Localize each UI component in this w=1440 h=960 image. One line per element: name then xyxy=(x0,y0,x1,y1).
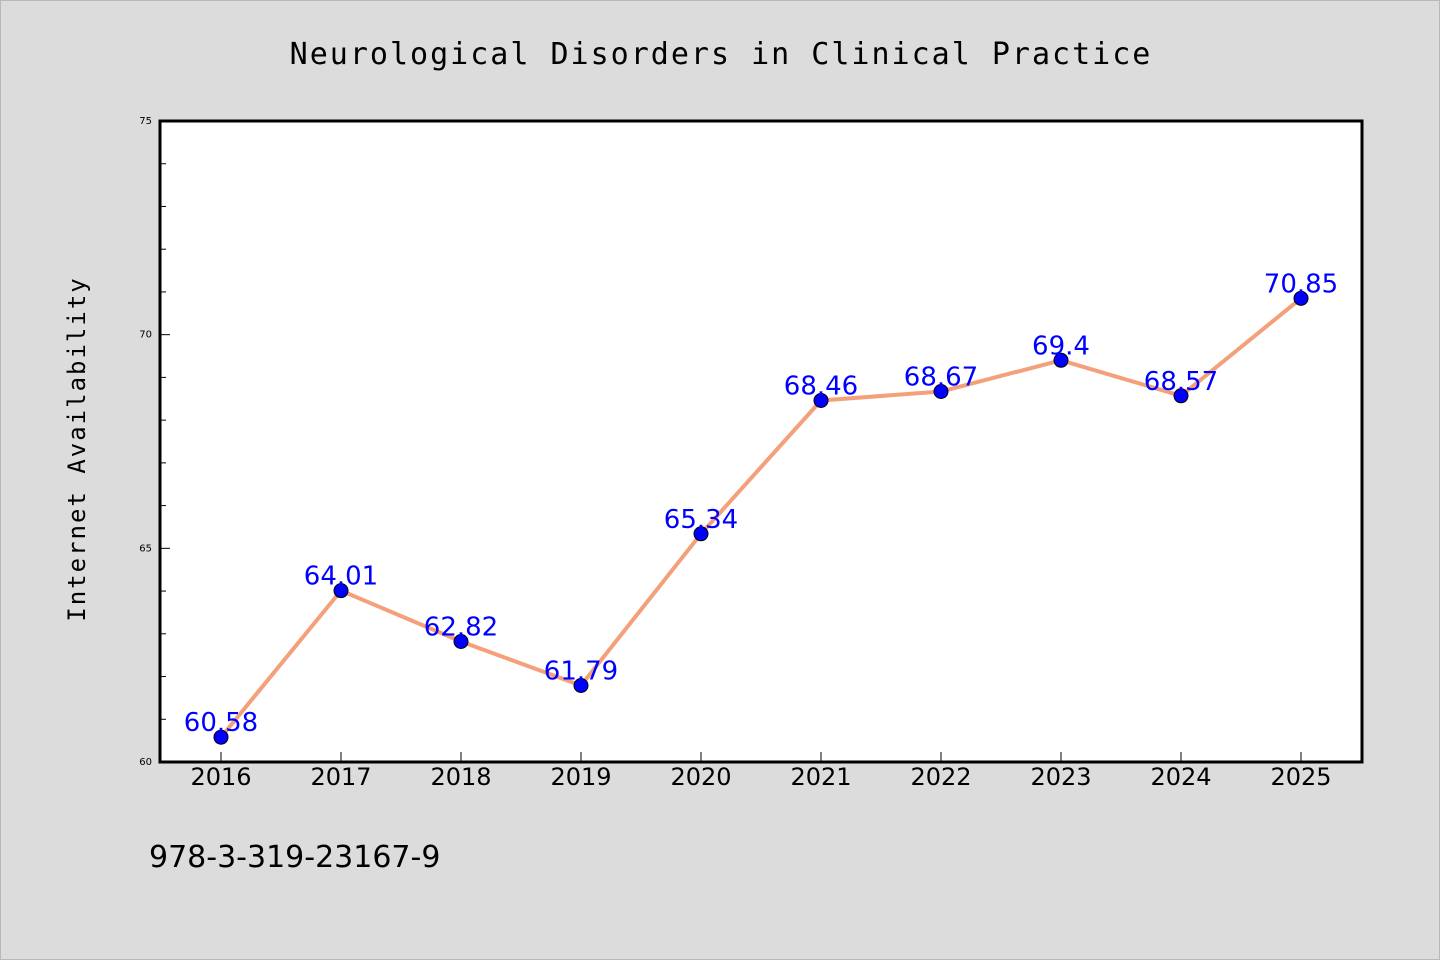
data-point-2023 xyxy=(1053,352,1069,368)
y-axis-label: Internet Availability xyxy=(63,276,91,621)
data-point-2025 xyxy=(1293,290,1309,306)
y-tick-label: 75 xyxy=(139,116,152,127)
data-point-2018 xyxy=(453,633,469,649)
plot-area xyxy=(158,119,1364,764)
data-label-2021: 68.46 xyxy=(784,371,858,401)
data-label-2019: 61.79 xyxy=(544,657,618,687)
footer-isbn: 978-3-319-23167-9 xyxy=(149,840,440,875)
x-tick-label: 2024 xyxy=(1150,763,1211,791)
x-axis-ticks: 2016 2017 2018 2019 2020 2021 2022 2023 2024 2025 xyxy=(190,752,1332,791)
data-label-2023: 69.4 xyxy=(1032,331,1090,361)
x-tick-label: 2018 xyxy=(430,763,491,791)
data-point-2020 xyxy=(693,526,709,542)
data-point-2022 xyxy=(933,384,949,400)
y-tick-label: 65 xyxy=(139,543,152,554)
y-axis-ticks: 60 65 70 75 xyxy=(139,116,170,768)
data-label-2025: 70.85 xyxy=(1264,269,1338,299)
x-tick-label: 2025 xyxy=(1270,763,1331,791)
x-tick-label: 2020 xyxy=(670,763,731,791)
data-point-2016 xyxy=(213,729,229,745)
data-label-2018: 62.82 xyxy=(424,612,498,642)
x-tick-label: 2016 xyxy=(190,763,251,791)
x-tick-label: 2017 xyxy=(310,763,371,791)
data-markers xyxy=(213,290,1309,745)
data-point-2021 xyxy=(813,392,829,408)
data-label-2024: 68.57 xyxy=(1144,367,1218,397)
data-point-2024 xyxy=(1173,388,1189,404)
data-point-2019 xyxy=(573,678,589,694)
data-label-2020: 65.34 xyxy=(664,505,738,535)
data-label-2017: 64.01 xyxy=(304,562,378,592)
y-tick-label: 70 xyxy=(139,330,152,341)
data-label-2016: 60.58 xyxy=(184,708,258,738)
x-tick-label: 2022 xyxy=(910,763,971,791)
y-tick-label: 60 xyxy=(139,757,152,768)
data-point-2017 xyxy=(333,583,349,599)
x-tick-label: 2019 xyxy=(550,763,611,791)
data-labels: 60.58 64.01 62.82 61.79 65.34 68.46 68.67 69.4 6… xyxy=(184,269,1338,738)
x-tick-label: 2021 xyxy=(790,763,851,791)
data-label-2022: 68.67 xyxy=(904,363,978,393)
x-tick-label: 2023 xyxy=(1030,763,1091,791)
chart-title: Neurological Disorders in Clinical Pract… xyxy=(290,37,1153,72)
series-line xyxy=(219,296,1303,739)
